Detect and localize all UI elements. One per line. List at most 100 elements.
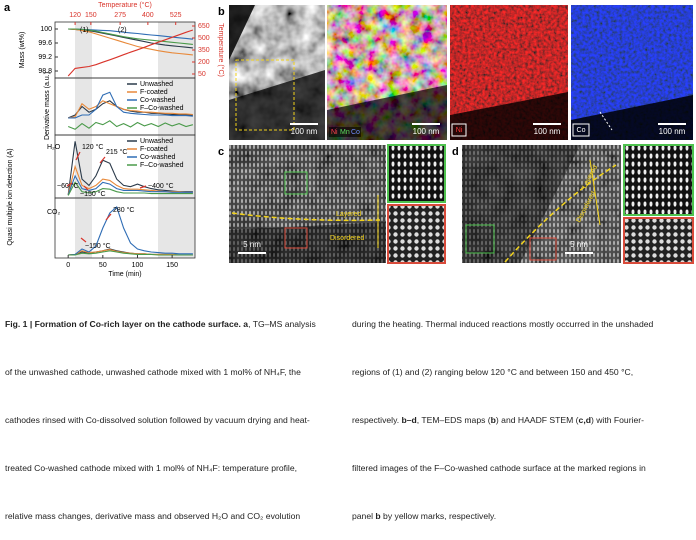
annotation: (1) [80,27,89,34]
panel-d: Layered Disordered 5 nm [462,144,694,264]
region-label: Disordered [330,235,364,242]
data-line [68,28,193,45]
plot-frame [54,197,196,259]
data-line [67,120,194,130]
region-label: Layered [336,211,361,218]
caption-text: , TEM–EDS maps ( [416,415,491,425]
data-line [68,28,193,56]
inset-layered [387,144,446,203]
y2-tick-label: 500 [198,35,210,42]
x2-tick-label: 525 [170,12,182,19]
data-line [67,174,193,195]
inset-disordered [623,217,694,264]
scale-bar-label: 5 nm [570,240,588,249]
shaded-region [158,22,195,258]
caption-text: panel [352,511,376,521]
panel-label: c [218,146,224,158]
page: 98.8 99.2 99.6 100 50 200 350 500 650 120 150 275 40… [4,0,694,521]
data-line [67,164,193,195]
x2-axis-label: Temperature (°C) [98,1,152,9]
data-line [67,100,193,119]
marked-region [235,59,295,131]
x-axis-label: Time (min) [108,271,141,278]
x2-tick-label: 275 [114,12,126,19]
caption-text: regions of (1) and (2) ranging below 120… [352,367,634,377]
caption-text: during the heating. Thermal induced reac… [352,319,654,329]
y-tick-label: 99.6 [38,40,52,47]
scale-bar-label: 100 nm [291,127,318,136]
y2-axis-label: Temperature (°C) [217,23,225,77]
y2-tick-label: 650 [198,23,210,30]
caption-left: Fig. 1 | Formation of Co-rich layer on t… [5,284,347,540]
element-label: Mn [340,129,350,136]
caption-text: , TG–MS analysis [248,319,316,329]
legend-label: F-coated [140,89,168,96]
annotation: ~400 °C [148,182,174,190]
legend-label: Unwashed [140,138,173,145]
data-line [68,28,193,49]
legend-label: Unwashed [140,81,173,88]
data-line [68,100,193,119]
caption-text: c,d [578,415,591,425]
scale-bar-label: 5 nm [243,240,261,249]
caption-text: cathodes rinsed with Co-dissolved soluti… [5,415,310,425]
trace-label: H₂O [47,144,61,151]
caption-text: treated Co-washed cathode mixed with 1 m… [5,463,298,473]
y2-tick-label: 50 [198,71,206,78]
y-axis-label: Mass (wt%) [19,32,26,69]
caption-text: respectively. [352,415,402,425]
caption-text: relative mass changes, derivative mass a… [5,511,301,521]
element-label: Co [351,129,360,136]
panel-label: a [4,2,11,14]
x2-tick-label: 120 [69,12,81,19]
caption-text: Fig. 1 | Formation of Co-rich layer on t… [5,319,241,329]
caption-text: of the unwashed cathode, unwashed cathod… [5,367,301,377]
shaded-region [75,22,92,258]
caption-text: a [243,319,249,329]
data-line [67,141,193,195]
x-tick-label: 50 [99,262,107,269]
annotation: 215 °C [106,148,127,156]
element-label: Ni [456,127,463,134]
inset-layered [623,144,694,216]
data-line [68,91,193,119]
annotation: (2) [118,27,127,34]
legend-label: F–Co-washed [140,105,184,112]
y-tick-label: 99.2 [38,54,52,61]
caption-text: filtered images of the F–Co-washed catho… [352,463,646,473]
y2-tick-label: 200 [198,59,210,66]
caption-text: by yellow marks, respectively. [380,511,497,521]
y-tick-label: 98.8 [38,68,52,75]
annotation: ~150 °C [85,242,111,250]
legend-label: F-coated [140,146,168,153]
annotation: 120 °C [82,143,103,151]
caption-text: ) with Fourier- [590,415,644,425]
panel-b: 100 nm 100 nm 100 nm 100 nm Ni Mn Co Ni … [229,5,693,140]
x-tick-label: 150 [166,262,178,269]
caption-text: ) and HAADF STEM ( [495,415,579,425]
y-tick-label: 100 [40,26,52,33]
inset-disordered [387,204,446,264]
caption-right: during the heating. Thermal induced reac… [352,284,694,540]
panel-c: Layered Disordered 5 nm [229,144,446,264]
legend-label: Co-washed [140,97,176,104]
annotation: ~150 °C [80,190,106,198]
y-axis-label: Derivative mass (a.u.) [44,72,51,140]
x-tick-label: 100 [132,262,144,269]
y-axis-label: Quasi multiple ion detection (A) [7,148,14,245]
y2-tick-label: 350 [198,47,210,54]
temperature-line [67,29,194,77]
annotation: 280 °C [113,206,134,214]
scale-bar-label: 100 nm [413,127,440,136]
scale-bar-label: 100 nm [534,127,561,136]
panel-label: d [452,146,459,158]
x-tick-label: 0 [66,262,70,269]
element-label: Ni [331,129,338,136]
panel-label: b [218,6,225,18]
x2-tick-label: 400 [142,12,154,19]
scale-bar-label: 100 nm [659,127,686,136]
annotation-arrows [66,151,147,243]
legend-label: Co-washed [140,154,176,161]
